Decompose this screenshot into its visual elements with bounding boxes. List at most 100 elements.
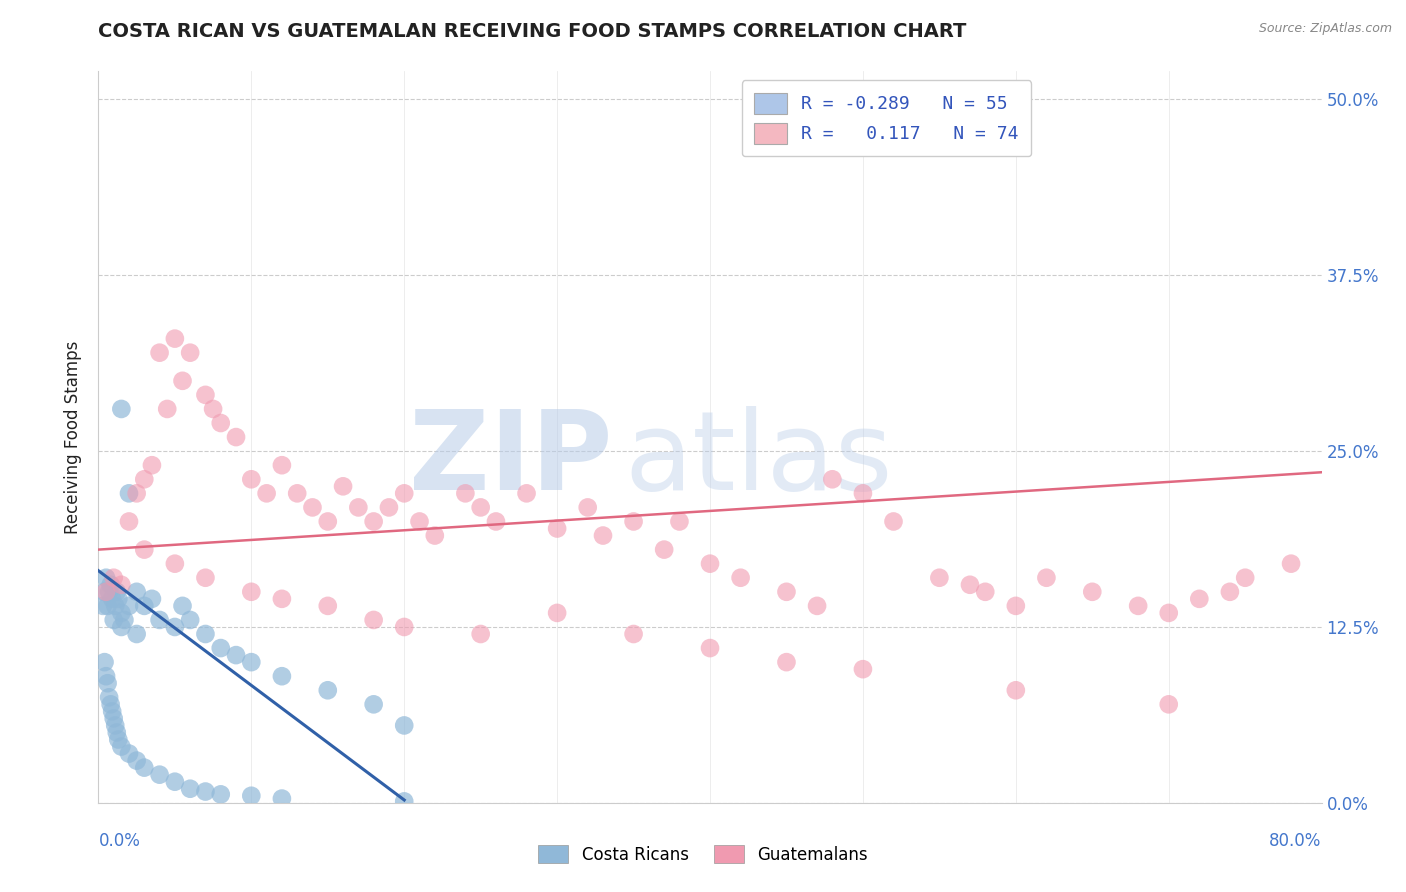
- Point: [699, 641, 721, 656]
- Point: [110, 620, 132, 634]
- Point: [285, 486, 308, 500]
- Point: [668, 515, 690, 529]
- Point: [270, 791, 294, 805]
- Point: [363, 698, 385, 712]
- Point: [104, 718, 127, 732]
- Point: [270, 669, 294, 683]
- Point: [100, 578, 122, 592]
- Text: ZIP: ZIP: [409, 406, 612, 513]
- Point: [883, 515, 905, 529]
- Point: [225, 430, 247, 444]
- Point: [163, 774, 186, 789]
- Point: [149, 345, 172, 359]
- Point: [408, 515, 430, 529]
- Point: [423, 528, 446, 542]
- Point: [1035, 571, 1057, 585]
- Point: [623, 515, 645, 529]
- Point: [454, 486, 477, 500]
- Point: [240, 789, 263, 803]
- Point: [959, 578, 981, 592]
- Point: [775, 655, 797, 669]
- Point: [1157, 606, 1180, 620]
- Point: [107, 732, 129, 747]
- Point: [256, 486, 278, 500]
- Point: [363, 613, 385, 627]
- Point: [172, 374, 194, 388]
- Point: [194, 388, 217, 402]
- Point: [592, 528, 614, 542]
- Text: atlas: atlas: [624, 406, 893, 513]
- Point: [179, 345, 201, 359]
- Point: [93, 584, 115, 599]
- Point: [194, 784, 217, 798]
- Point: [134, 542, 156, 557]
- Point: [209, 641, 232, 656]
- Point: [485, 515, 508, 529]
- Point: [103, 711, 125, 725]
- Point: [101, 591, 124, 606]
- Point: [270, 458, 294, 473]
- Point: [392, 620, 416, 634]
- Point: [98, 690, 121, 705]
- Point: [110, 578, 132, 592]
- Point: [1081, 584, 1104, 599]
- Point: [928, 571, 950, 585]
- Point: [94, 669, 117, 683]
- Point: [125, 627, 148, 641]
- Point: [852, 662, 875, 676]
- Point: [125, 486, 148, 500]
- Text: Source: ZipAtlas.com: Source: ZipAtlas.com: [1258, 22, 1392, 36]
- Point: [110, 606, 132, 620]
- Point: [194, 571, 217, 585]
- Point: [98, 584, 121, 599]
- Point: [974, 584, 997, 599]
- Point: [1004, 683, 1026, 698]
- Point: [240, 655, 263, 669]
- Point: [134, 599, 156, 613]
- Point: [363, 515, 385, 529]
- Point: [118, 486, 141, 500]
- Point: [470, 500, 492, 515]
- Point: [93, 655, 115, 669]
- Point: [576, 500, 599, 515]
- Text: COSTA RICAN VS GUATEMALAN RECEIVING FOOD STAMPS CORRELATION CHART: COSTA RICAN VS GUATEMALAN RECEIVING FOOD…: [98, 22, 967, 41]
- Point: [97, 599, 120, 613]
- Point: [118, 599, 141, 613]
- Point: [118, 747, 141, 761]
- Point: [141, 591, 163, 606]
- Point: [179, 613, 201, 627]
- Text: 0.0%: 0.0%: [98, 832, 141, 850]
- Point: [1004, 599, 1026, 613]
- Point: [134, 761, 156, 775]
- Point: [110, 739, 132, 754]
- Point: [104, 599, 127, 613]
- Point: [1188, 591, 1211, 606]
- Point: [852, 486, 875, 500]
- Point: [172, 599, 194, 613]
- Point: [202, 401, 225, 416]
- Point: [107, 591, 129, 606]
- Point: [1157, 698, 1180, 712]
- Text: 80.0%: 80.0%: [1270, 832, 1322, 850]
- Point: [347, 500, 370, 515]
- Point: [730, 571, 752, 585]
- Point: [149, 767, 172, 781]
- Point: [316, 683, 339, 698]
- Point: [209, 416, 232, 430]
- Point: [806, 599, 828, 613]
- Point: [112, 613, 135, 627]
- Point: [100, 698, 122, 712]
- Point: [101, 705, 124, 719]
- Point: [134, 472, 156, 486]
- Point: [118, 515, 141, 529]
- Point: [125, 754, 148, 768]
- Point: [1279, 557, 1302, 571]
- Point: [240, 472, 263, 486]
- Point: [105, 725, 128, 739]
- Point: [225, 648, 247, 662]
- Point: [141, 458, 163, 473]
- Point: [194, 627, 217, 641]
- Point: [179, 781, 201, 796]
- Point: [775, 584, 797, 599]
- Point: [378, 500, 401, 515]
